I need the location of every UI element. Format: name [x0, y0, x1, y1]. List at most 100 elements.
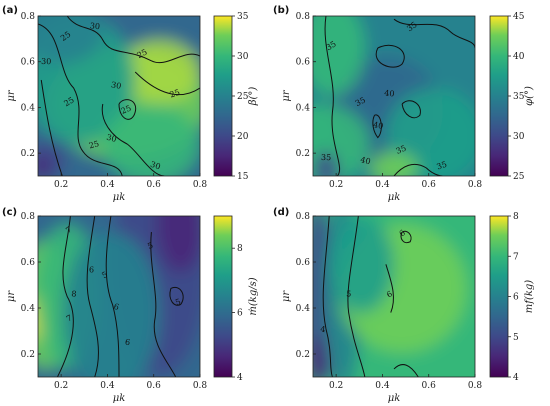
x-tick-label: 0.2: [329, 180, 343, 190]
heat-cell: [156, 216, 200, 273]
contour-line: [402, 101, 420, 118]
y-tick-label: 0.4: [296, 304, 311, 314]
contour-line: [325, 16, 340, 176]
y-tick-label: 0.2: [21, 350, 35, 360]
contour-line: [102, 104, 164, 176]
y-tick-label: 0.4: [296, 103, 311, 113]
contour-label: 6: [124, 337, 131, 347]
colorbar-tick-label: 25: [237, 92, 249, 102]
contour-label: 4: [320, 325, 326, 334]
y-tick-label: 0.8: [296, 12, 311, 22]
contour-label: 7: [64, 225, 73, 235]
contour-line: [323, 216, 332, 377]
colorbar-tick-label: 15: [237, 172, 249, 182]
y-tick-label: 0.8: [21, 212, 36, 222]
heat-cell: [38, 155, 51, 176]
heat-cell: [385, 88, 475, 176]
contour-label: 8: [71, 289, 77, 298]
contour-line: [386, 264, 394, 312]
heatmap-cells: [313, 216, 475, 377]
y-tick-label: 0.6: [21, 258, 36, 268]
plot-frame: [312, 215, 476, 378]
colorbar-tick-label: 35: [237, 12, 249, 22]
x-tick-label: 0.4: [100, 180, 115, 190]
contour-line: [119, 100, 136, 120]
panel-b: (b) 35 35 35 40 35 40 35 40 35 0.2 0.4 0.6 0.8 0.2 0.4 0…: [273, 5, 535, 203]
contour-lines: [38, 16, 200, 176]
x-tick-label: 0.6: [147, 180, 162, 190]
colorbar-tick-label: 6: [513, 293, 519, 303]
contour-label: 6: [113, 302, 120, 312]
heat-cell: [38, 16, 103, 64]
x-axis-title: μk: [113, 393, 126, 404]
y-axis-title: μr: [281, 290, 292, 302]
contour-line: [106, 216, 119, 377]
contour-lines: [325, 16, 475, 176]
contour-label: 40: [384, 89, 395, 99]
colorbar-tick-label: 45: [513, 12, 525, 22]
x-tick-label: 0.8: [468, 381, 483, 391]
colorbar-tick-label: 8: [513, 212, 519, 222]
x-tick-label: 0.4: [100, 381, 115, 391]
x-axis-title: μk: [113, 192, 126, 203]
contour-line: [38, 24, 122, 176]
contour-label: 5: [100, 270, 109, 280]
panel-letter: (d): [273, 207, 289, 218]
heatmap-field: 6 5 6 4: [313, 216, 475, 377]
contour-label: 35: [321, 153, 331, 162]
contour-label: 30: [110, 80, 122, 91]
y-axis-title: μr: [6, 290, 17, 302]
panel-d: (d) 6 5 6 4 0.2 0.4 0.6 0.8 0.2 0.4 0.6 0.8 μk μr 4 5 6 7 8…: [273, 207, 535, 404]
plot-frame: [37, 15, 201, 177]
colorbar-tick-label: 4: [237, 373, 243, 383]
heat-cell: [313, 16, 365, 96]
contour-label: 30: [89, 21, 100, 31]
contour-label: 25: [136, 47, 149, 60]
contour-line: [87, 216, 98, 377]
panel-letter: (c): [2, 207, 17, 218]
heat-cell: [329, 216, 394, 313]
y-tick-label: 0.8: [296, 212, 311, 222]
x-axis-title: μk: [388, 393, 401, 404]
heat-cell: [62, 232, 160, 377]
contour-line: [348, 216, 365, 377]
colorbar-title: β(°): [248, 87, 259, 107]
contour-label: 35: [436, 160, 449, 172]
contour-label: 6: [89, 265, 94, 274]
contour-label: 35: [354, 95, 367, 108]
contour-label: 25: [169, 88, 182, 100]
panel-a: (a) 25 30 25 30 25 30 25 30 25 30 25 0.2 0.4 0.6 0.8 0.2…: [2, 5, 259, 203]
colorbar-title: φ(°): [524, 86, 535, 106]
x-tick-label: 0.8: [193, 180, 208, 190]
heatmap-cells: [38, 16, 200, 176]
contour-label: 40: [372, 120, 384, 131]
contour-label: 40: [359, 155, 371, 166]
contour-label: 25: [120, 104, 133, 116]
heatmap-cells: [313, 16, 475, 176]
contour-line: [394, 365, 418, 377]
plot-frame: [312, 15, 476, 177]
colorbar: [213, 215, 233, 378]
contour-lines: [57, 216, 183, 377]
colorbar-title: ṁ(kg/s): [248, 277, 259, 315]
contour-label: 5: [174, 297, 182, 307]
heat-cell: [102, 104, 200, 176]
contour-label: 6: [398, 228, 407, 238]
contour-label: 7: [65, 313, 74, 323]
y-axis-title: μr: [281, 89, 292, 101]
contour-label: 35: [395, 144, 408, 156]
x-tick-label: 0.2: [54, 381, 68, 391]
y-tick-label: 0.2: [21, 149, 35, 159]
y-tick-label: 0.6: [21, 58, 36, 68]
colorbar-title: mf(kg): [524, 280, 535, 314]
contour-label: 30: [149, 160, 161, 172]
colorbar: [489, 215, 509, 378]
y-tick-label: 0.4: [21, 304, 36, 314]
contour-label: 25: [88, 139, 100, 150]
contour-line: [41, 80, 62, 176]
y-tick-label: 0.2: [296, 350, 310, 360]
colorbar-tick-label: 5: [513, 333, 519, 343]
colorbar: [489, 15, 509, 177]
